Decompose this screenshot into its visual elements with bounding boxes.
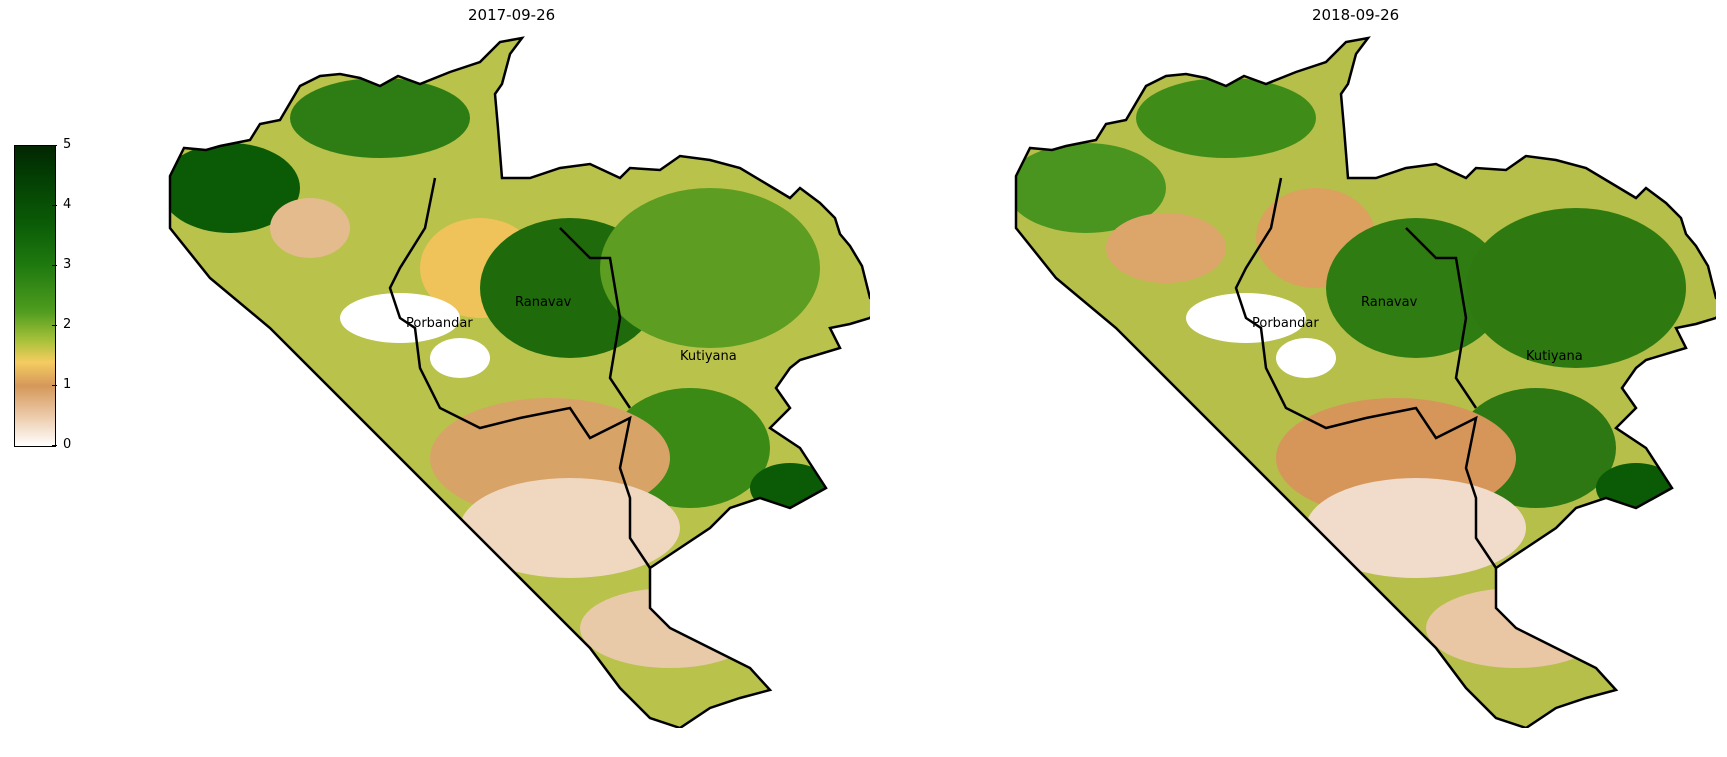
colorbar-tick-4: 4 [51, 197, 71, 212]
colorbar-tick-2: 2 [51, 317, 71, 332]
colorbar-tick-5: 5 [51, 137, 71, 152]
place-label-porbandar-2018: Porbandar [1252, 316, 1319, 331]
panel-title-2017: 2017-09-26 [468, 6, 556, 24]
place-label-kutiyana-2017: Kutiyana [680, 349, 737, 364]
place-label-ranavav-2017: Ranavav [515, 295, 572, 310]
colorbar-tick-3: 3 [51, 257, 71, 272]
place-label-porbandar-2017: Porbandar [406, 316, 473, 331]
place-label-ranavav-2018: Ranavav [1361, 295, 1418, 310]
map-2017 [168, 36, 870, 728]
map-2018 [1014, 36, 1716, 728]
colorbar [14, 145, 56, 447]
panel-title-2018: 2018-09-26 [1312, 6, 1400, 24]
colorbar-tick-0: 0 [51, 437, 71, 452]
colorbar-tick-1: 1 [51, 377, 71, 392]
place-label-kutiyana-2018: Kutiyana [1526, 349, 1583, 364]
